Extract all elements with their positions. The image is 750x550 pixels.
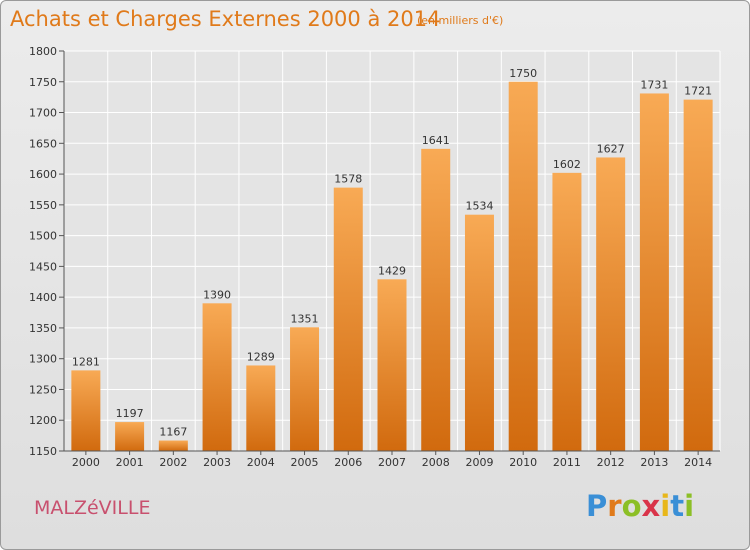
data-label: 1731 [640, 78, 668, 91]
x-tick-label: 2012 [597, 456, 625, 469]
bar-2004 [246, 365, 276, 451]
bar-2001 [115, 422, 145, 451]
bar-2003 [202, 303, 232, 451]
bar-2014 [683, 99, 713, 451]
y-tick-label: 1650 [29, 137, 57, 150]
x-tick-label: 2004 [247, 456, 275, 469]
data-label: 1721 [684, 85, 712, 98]
y-tick-label: 1800 [29, 45, 57, 58]
x-tick-label: 2013 [640, 456, 668, 469]
x-tick-label: 2008 [422, 456, 450, 469]
data-label: 1578 [334, 173, 362, 186]
data-label: 1167 [159, 426, 187, 439]
y-tick-label: 1700 [29, 107, 57, 120]
brand-logo: Proxiti [586, 489, 695, 523]
x-tick-label: 2007 [378, 456, 406, 469]
bar-2006 [333, 187, 363, 451]
x-tick-label: 2002 [159, 456, 187, 469]
y-tick-label: 1750 [29, 76, 57, 89]
y-tick-label: 1300 [29, 353, 57, 366]
bar-2011 [552, 172, 582, 451]
y-tick-label: 1500 [29, 230, 57, 243]
data-label: 1627 [597, 142, 625, 155]
y-tick-label: 1150 [29, 445, 57, 458]
x-tick-label: 2010 [509, 456, 537, 469]
y-tick-label: 1550 [29, 199, 57, 212]
data-label: 1289 [247, 350, 275, 363]
bar-2008 [421, 148, 451, 451]
x-tick-label: 2006 [334, 456, 362, 469]
y-tick-label: 1200 [29, 414, 57, 427]
x-tick-label: 2003 [203, 456, 231, 469]
data-label: 1641 [422, 134, 450, 147]
x-tick-label: 2011 [553, 456, 581, 469]
data-label: 1281 [72, 355, 100, 368]
data-label: 1197 [116, 407, 144, 420]
chart-subtitle: (en milliers d'€) [417, 14, 504, 27]
data-label: 1429 [378, 264, 406, 277]
y-tick-label: 1250 [29, 383, 57, 396]
x-tick-label: 2000 [72, 456, 100, 469]
y-tick-label: 1450 [29, 260, 57, 273]
chart-title: Achats et Charges Externes 2000 à 2014 [10, 7, 441, 31]
data-label: 1390 [203, 288, 231, 301]
bar-2000 [71, 370, 101, 451]
bar-2002 [158, 440, 188, 451]
bar-2007 [377, 279, 407, 451]
x-tick-label: 2001 [116, 456, 144, 469]
bar-2012 [596, 157, 626, 451]
data-label: 1351 [291, 312, 319, 325]
data-label: 1750 [509, 67, 537, 80]
commune-name: MALZéVILLE [34, 497, 151, 519]
data-label: 1534 [465, 200, 493, 213]
bar-2013 [639, 93, 669, 451]
x-tick-label: 2005 [291, 456, 319, 469]
bar-2010 [508, 81, 538, 452]
bar-2009 [464, 214, 494, 451]
x-tick-label: 2009 [465, 456, 493, 469]
y-tick-label: 1400 [29, 291, 57, 304]
y-tick-label: 1350 [29, 322, 57, 335]
bar-2005 [290, 327, 320, 451]
data-label: 1602 [553, 158, 581, 171]
x-tick-label: 2014 [684, 456, 712, 469]
y-tick-label: 1600 [29, 168, 57, 181]
